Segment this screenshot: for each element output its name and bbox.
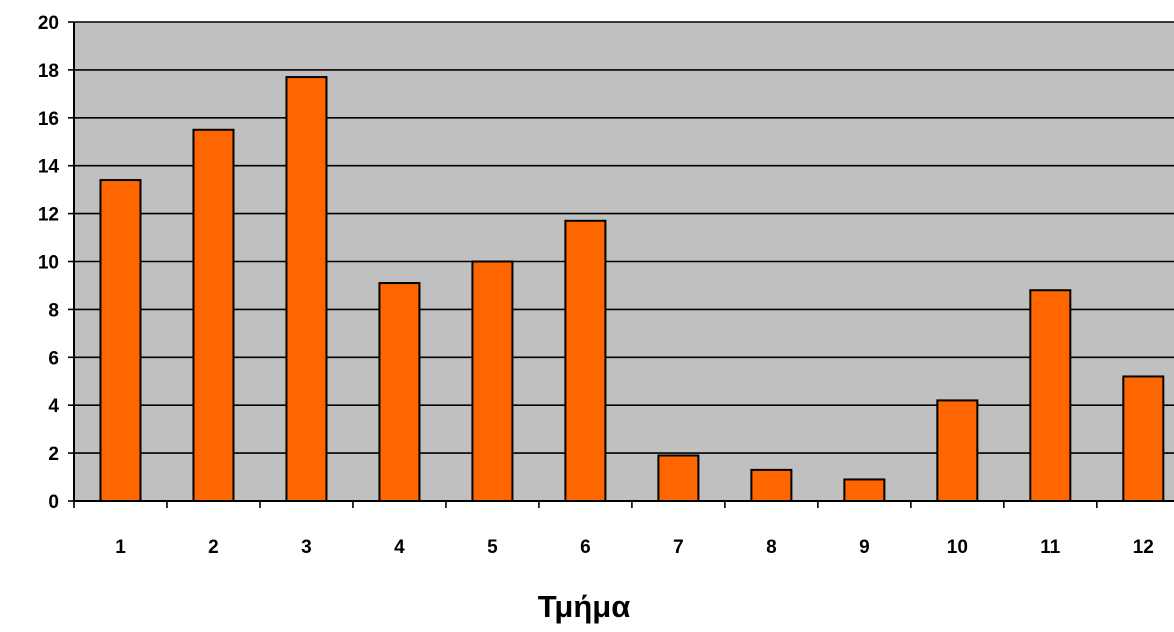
bar-11 [1029,289,1072,502]
x-tick-label-1: 1 [115,537,126,558]
x-tick-label-11: 11 [1040,537,1061,558]
x-tick-label-3: 3 [301,537,312,558]
y-tick-label-6: 6 [48,348,59,369]
y-tick-label-12: 12 [38,205,59,226]
bar-3 [285,76,328,503]
bar-9 [843,478,886,503]
x-axis-title: Τμήμα [538,589,631,624]
bar-5 [471,260,514,502]
y-tick-label-2: 2 [48,444,59,465]
y-tick-label-20: 20 [38,13,59,34]
bar-6 [564,219,607,502]
y-tick-label-0: 0 [48,492,59,513]
y-tick-labels: 0 2 4 6 8 10 12 14 16 18 20 [38,13,60,513]
x-tick-label-4: 4 [394,537,405,558]
gridlines [68,21,1174,502]
bar-1 [99,179,142,502]
x-tick-label-6: 6 [580,537,591,558]
bar-4 [378,282,421,502]
x-tick-label-12: 12 [1133,537,1154,558]
axes [73,22,1174,508]
bar-2 [192,128,235,502]
x-tick-label-2: 2 [208,537,219,558]
bar-12 [1122,375,1165,502]
x-tick-label-8: 8 [766,537,777,558]
bar-8 [750,468,793,502]
bar-10 [936,399,979,502]
y-tick-label-16: 16 [38,109,59,130]
x-tick-label-5: 5 [487,537,498,558]
x-tick-label-10: 10 [947,537,968,558]
y-tick-label-18: 18 [38,61,59,82]
y-tick-label-4: 4 [48,396,59,417]
bar-7 [657,454,700,502]
x-tick-label-7: 7 [673,537,684,558]
y-tick-label-8: 8 [48,300,59,321]
x-tick-label-9: 9 [859,537,870,558]
x-tick-labels: 1 2 3 4 5 6 7 8 9 10 11 12 [115,537,1154,558]
y-tick-label-14: 14 [38,157,60,178]
y-tick-label-10: 10 [38,253,59,274]
